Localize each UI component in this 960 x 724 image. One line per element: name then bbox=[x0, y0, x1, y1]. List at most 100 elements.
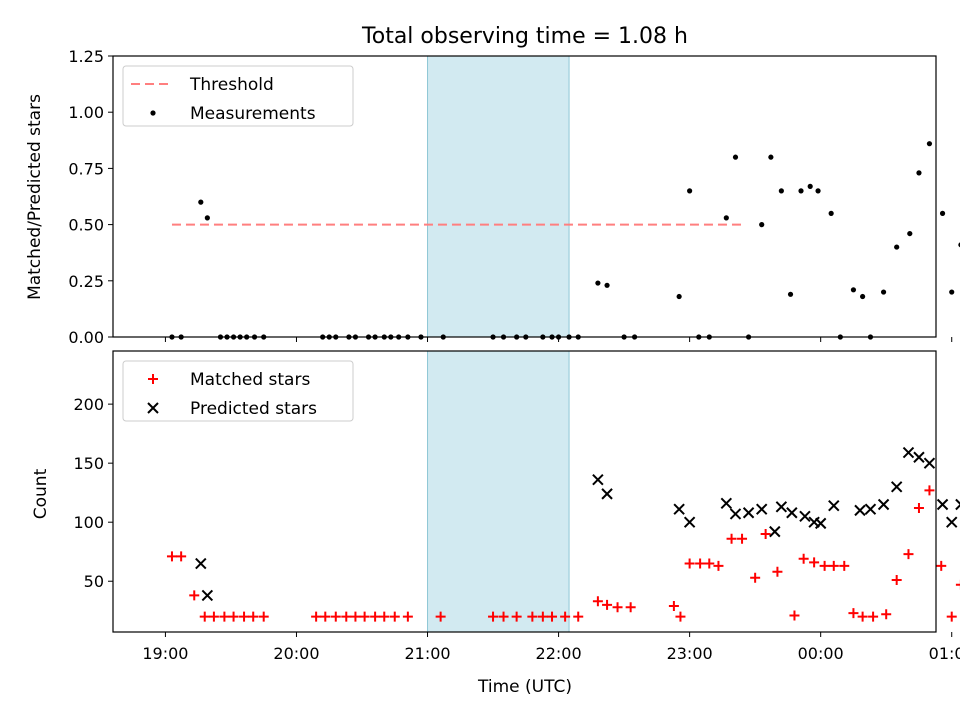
predicted-star-point-13 bbox=[799, 510, 811, 523]
measurement-point-54 bbox=[860, 293, 866, 300]
predicted-star-point-2 bbox=[592, 473, 604, 486]
predicted-star-point-7 bbox=[729, 508, 742, 520]
bottom-y-axis-label: Count bbox=[31, 468, 51, 519]
measurement-point-37 bbox=[676, 293, 682, 300]
bottom-highlight-span bbox=[427, 350, 570, 633]
measurement-point-33 bbox=[595, 280, 601, 286]
matched-star-point-54 bbox=[891, 575, 902, 586]
matched-star-point-12 bbox=[330, 611, 341, 622]
matched-star-point-20 bbox=[435, 611, 446, 622]
matched-star-point-17 bbox=[379, 611, 390, 622]
legend-predicted-swatch bbox=[147, 402, 159, 414]
x-tick-label-2: 21:00 bbox=[404, 644, 450, 663]
predicted-star-point-12 bbox=[786, 507, 798, 519]
matched-star-point-21 bbox=[488, 611, 499, 622]
top-y-tick-label-5: 1.25 bbox=[68, 47, 104, 66]
x-tick-label-4: 23:00 bbox=[667, 644, 713, 663]
measurement-point-50 bbox=[815, 188, 821, 194]
measurement-point-56 bbox=[880, 289, 887, 295]
top-y-tick-label-2: 0.50 bbox=[68, 216, 104, 235]
bottom-y-tick-label-3: 200 bbox=[73, 395, 104, 414]
matched-star-point-11 bbox=[320, 611, 331, 622]
bottom-legend-label-0: Matched stars bbox=[190, 370, 310, 390]
measurement-point-57 bbox=[894, 244, 900, 250]
matched-star-point-4 bbox=[208, 611, 219, 622]
bottom-y-tick-label-1: 100 bbox=[73, 513, 104, 532]
matched-star-point-23 bbox=[511, 611, 522, 622]
matched-star-point-19 bbox=[402, 611, 413, 622]
predicted-star-point-21 bbox=[902, 446, 915, 459]
predicted-star-point-1 bbox=[201, 589, 214, 602]
matched-star-point-16 bbox=[370, 611, 381, 622]
matched-star-point-57 bbox=[924, 485, 935, 496]
top-y-tick-label-1: 0.25 bbox=[68, 272, 104, 291]
matched-star-point-9 bbox=[258, 611, 269, 622]
predicted-star-point-20 bbox=[890, 481, 903, 493]
matched-star-point-3 bbox=[199, 611, 210, 622]
matched-star-point-36 bbox=[695, 558, 706, 569]
top-highlight-span bbox=[427, 55, 570, 338]
matched-star-point-7 bbox=[239, 611, 250, 622]
predicted-star-point-15 bbox=[814, 517, 827, 530]
top-panel: 0.00 0.25 0.50 0.75 1.00 1.25 Threshold Measure… bbox=[68, 47, 960, 347]
measurement-point-51 bbox=[828, 210, 834, 216]
measurement-point-58 bbox=[907, 230, 913, 237]
legend-matched-swatch bbox=[148, 374, 158, 384]
matched-star-point-2 bbox=[189, 590, 200, 601]
matched-star-point-51 bbox=[857, 611, 868, 622]
measurement-point-41 bbox=[723, 215, 729, 221]
predicted-star-point-0 bbox=[195, 557, 207, 570]
bottom-y-tick-label-0: 50 bbox=[84, 572, 104, 591]
measurement-point-45 bbox=[768, 154, 774, 160]
predicted-star-point-23 bbox=[923, 457, 936, 469]
matched-star-point-40 bbox=[737, 533, 748, 544]
predicted-star-point-25 bbox=[946, 516, 958, 528]
matched-star-point-53 bbox=[881, 609, 892, 620]
x-tick-label-1: 20:00 bbox=[273, 644, 319, 663]
top-axes-frame bbox=[112, 55, 937, 338]
bottom-legend-label-1: Predicted stars bbox=[190, 399, 317, 419]
matched-star-point-44 bbox=[789, 610, 800, 621]
measurement-point-61 bbox=[939, 210, 946, 216]
matched-star-point-35 bbox=[684, 558, 695, 569]
x-tick-label-6: 01:00 bbox=[929, 644, 960, 663]
matched-star-point-32 bbox=[625, 602, 636, 613]
matched-star-point-58 bbox=[936, 560, 947, 571]
matched-star-point-13 bbox=[341, 611, 352, 622]
measurement-point-59 bbox=[916, 170, 922, 176]
predicted-star-point-4 bbox=[673, 503, 685, 515]
matched-star-point-18 bbox=[389, 611, 400, 622]
predicted-star-point-3 bbox=[601, 488, 613, 500]
measurement-point-47 bbox=[787, 291, 794, 297]
legend-measurements-swatch bbox=[150, 110, 156, 116]
matched-star-point-37 bbox=[704, 558, 715, 569]
matched-star-point-45 bbox=[798, 553, 809, 564]
matched-star-point-59 bbox=[946, 611, 957, 622]
matched-star-point-60 bbox=[955, 579, 960, 590]
x-tick-label-5: 00:00 bbox=[798, 644, 844, 663]
bottom-y-tick-label-2: 150 bbox=[73, 454, 104, 473]
predicted-star-point-19 bbox=[877, 498, 890, 511]
measurement-point-62 bbox=[949, 289, 955, 295]
measurement-point-46 bbox=[778, 188, 784, 194]
matched-star-point-46 bbox=[809, 557, 820, 568]
matched-star-point-31 bbox=[612, 602, 623, 613]
measurement-point-48 bbox=[798, 188, 804, 194]
predicted-star-point-26 bbox=[955, 498, 960, 511]
matched-star-point-41 bbox=[750, 572, 761, 583]
top-y-tick-label-0: 0.00 bbox=[68, 328, 104, 347]
matched-star-point-14 bbox=[350, 611, 361, 622]
measurement-point-42 bbox=[732, 154, 739, 160]
measurement-point-34 bbox=[604, 282, 610, 288]
matched-star-point-34 bbox=[675, 611, 686, 622]
matched-star-point-6 bbox=[228, 611, 239, 622]
top-legend-label-1: Measurements bbox=[190, 104, 316, 124]
matched-star-point-1 bbox=[176, 551, 187, 562]
predicted-star-point-11 bbox=[775, 501, 788, 513]
predicted-star-point-6 bbox=[720, 497, 733, 510]
bottom-axes-frame bbox=[112, 350, 937, 633]
x-tick-label-3: 22:00 bbox=[536, 644, 582, 663]
matched-star-point-50 bbox=[848, 608, 859, 619]
predicted-star-point-24 bbox=[936, 498, 949, 511]
